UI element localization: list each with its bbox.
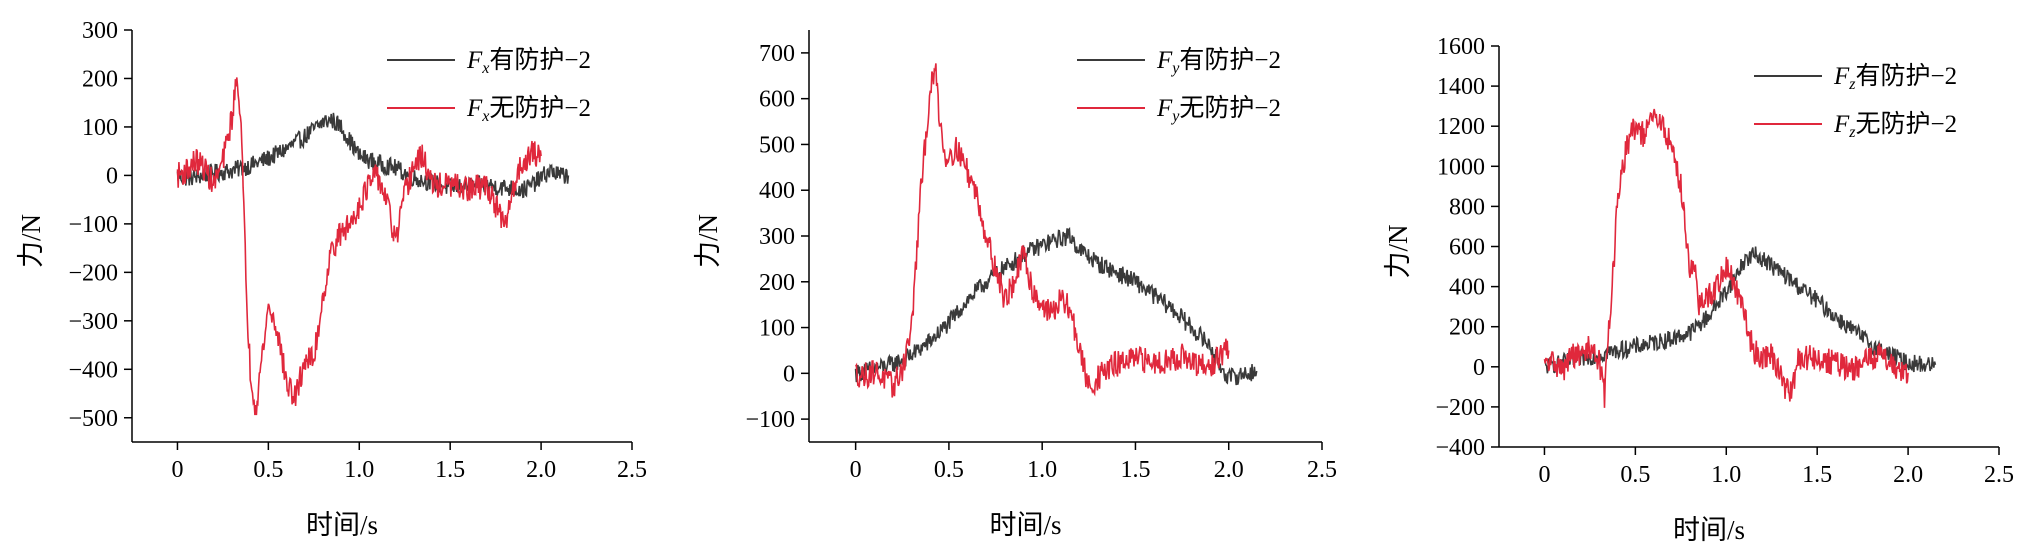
y-axis-title: 力/N xyxy=(16,214,46,268)
y-tick-label: 100 xyxy=(82,115,118,141)
series-line-unprotected xyxy=(854,63,1230,398)
legend-entry: Fx无防护−2 xyxy=(466,94,591,125)
legend-entry: Fz无防护−2 xyxy=(1833,110,1957,141)
x-tick-label: 2.5 xyxy=(1307,457,1337,483)
x-tick-label: 0.5 xyxy=(253,457,283,483)
x-tick-label: 2.0 xyxy=(526,457,556,483)
x-tick-label: 1.5 xyxy=(1802,462,1832,488)
y-tick-label: −500 xyxy=(68,406,118,432)
y-axis-title: 力/N xyxy=(693,214,723,268)
y-tick-label: 0 xyxy=(1473,355,1485,381)
legend-entry: Fz有防护−2 xyxy=(1833,62,1957,93)
y-tick-label: −100 xyxy=(745,407,795,433)
y-tick-label: 1400 xyxy=(1437,74,1485,100)
y-tick-label: 0 xyxy=(783,361,795,387)
y-tick-label: 700 xyxy=(759,41,795,67)
y-tick-label: 200 xyxy=(1449,315,1485,341)
y-tick-label: 1200 xyxy=(1437,114,1485,140)
x-tick-label: 1.0 xyxy=(1711,462,1741,488)
y-tick-label: 800 xyxy=(1449,194,1485,220)
chart-fy: 0 0.5 1.0 1.5 2.0 2.5 700 600 500 400 300 200 100 0 −1… xyxy=(677,0,1354,546)
y-tick-label: −100 xyxy=(68,212,118,238)
y-tick-label: −400 xyxy=(1435,435,1485,461)
series-line-protected xyxy=(1544,246,1937,374)
series-line-unprotected xyxy=(1543,108,1909,408)
chart-fz: 0 0.5 1.0 1.5 2.0 2.5 1600 1400 1200 1000 800 600 40… xyxy=(1354,0,2031,546)
y-tick-label: 300 xyxy=(759,224,795,250)
y-tick-label: 100 xyxy=(759,316,795,342)
chart-fx: 0 0.5 1.0 1.5 2.0 2.5 300 200 100 0 −100 −200 −300 −4… xyxy=(0,0,677,546)
y-tick-label: 200 xyxy=(759,270,795,296)
series-line-protected xyxy=(854,226,1258,386)
y-tick-label: 400 xyxy=(1449,275,1485,301)
y-tick-label: 500 xyxy=(759,132,795,158)
y-tick-label: 600 xyxy=(759,87,795,113)
chart-svg: 0 0.5 1.0 1.5 2.0 2.5 300 200 100 0 −100 −200 −300 −4… xyxy=(16,18,647,540)
chart-svg: 0 0.5 1.0 1.5 2.0 2.5 700 600 500 400 300 200 100 0 −1… xyxy=(693,30,1337,540)
x-tick-label: 0.5 xyxy=(934,457,964,483)
x-tick-label: 2.0 xyxy=(1214,457,1244,483)
y-tick-label: −300 xyxy=(68,309,118,335)
chart-svg: 0 0.5 1.0 1.5 2.0 2.5 1600 1400 1200 1000 800 600 40… xyxy=(1383,34,2014,545)
y-tick-label: 200 xyxy=(82,66,118,92)
x-tick-label: 0 xyxy=(1538,462,1550,488)
x-tick-label: 1.0 xyxy=(344,457,374,483)
y-tick-label: 600 xyxy=(1449,235,1485,261)
x-axis-title: 时间/s xyxy=(1673,515,1745,545)
x-tick-label: 0 xyxy=(850,457,862,483)
x-tick-label: 1.5 xyxy=(435,457,465,483)
y-tick-label: 400 xyxy=(759,178,795,204)
y-tick-label: −400 xyxy=(68,357,118,383)
y-tick-label: −200 xyxy=(1435,395,1485,421)
x-tick-label: 2.5 xyxy=(1984,462,2014,488)
legend-entry: Fx有防护−2 xyxy=(466,46,591,77)
x-tick-label: 0 xyxy=(171,457,183,483)
series-line-protected xyxy=(176,112,570,199)
legend-entry: Fy无防护−2 xyxy=(1156,94,1281,125)
series-line-unprotected xyxy=(176,77,542,416)
y-tick-label: 1600 xyxy=(1437,34,1485,60)
x-axis-title: 时间/s xyxy=(989,510,1061,540)
x-tick-label: 2.0 xyxy=(1893,462,1923,488)
legend-entry: Fy有防护−2 xyxy=(1156,46,1281,77)
y-tick-label: 0 xyxy=(106,163,118,189)
y-tick-label: −200 xyxy=(68,260,118,286)
x-tick-label: 0.5 xyxy=(1620,462,1650,488)
x-tick-label: 1.5 xyxy=(1120,457,1150,483)
x-tick-label: 2.5 xyxy=(617,457,647,483)
y-tick-label: 1000 xyxy=(1437,154,1485,180)
y-tick-label: 300 xyxy=(82,18,118,44)
y-axis-title: 力/N xyxy=(1383,225,1413,279)
x-tick-label: 1.0 xyxy=(1027,457,1057,483)
x-axis-title: 时间/s xyxy=(306,510,378,540)
